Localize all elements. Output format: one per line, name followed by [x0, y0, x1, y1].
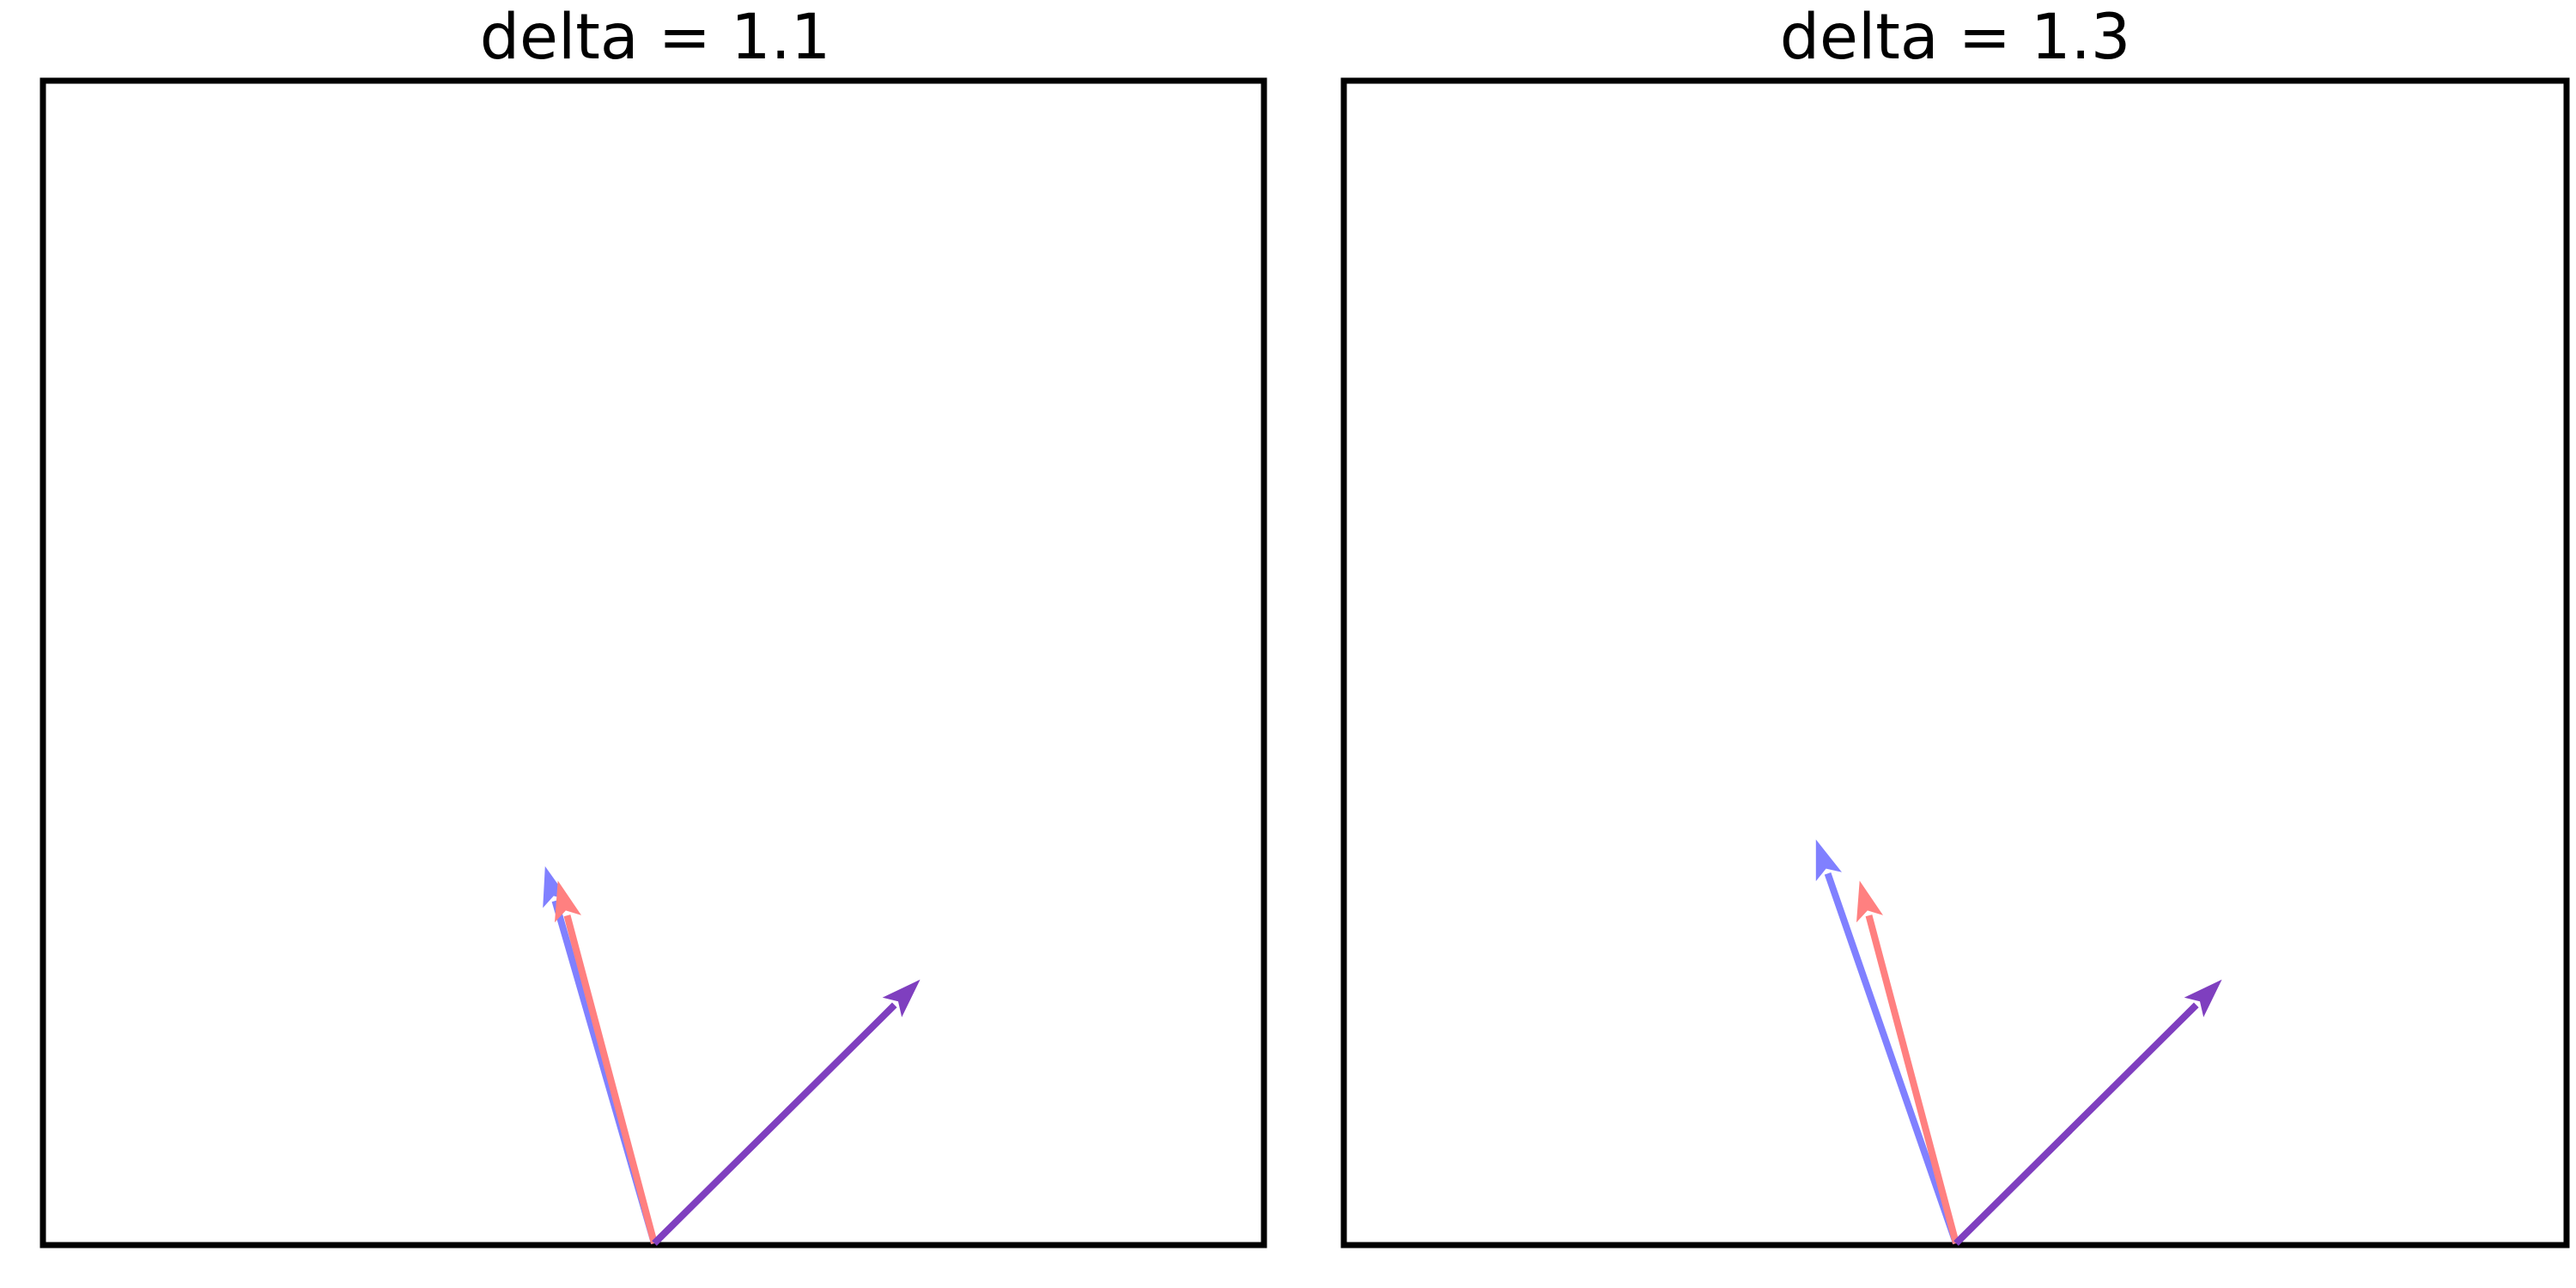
panel-2-purple-vector-shaft [1953, 1002, 2199, 1246]
panel-1-purple-vector-head [882, 979, 920, 1018]
panel-1: delta = 1.1 [39, 1, 1267, 1249]
panel-1-red-vector-head [555, 880, 581, 923]
panel-2-purple-vector-head [2184, 979, 2222, 1018]
panel-1-red-vector-shaft [563, 914, 658, 1245]
panel-2-blue-vector-shaft [1824, 872, 1959, 1245]
panel-1-vectors [543, 866, 920, 1246]
panel-2-title: delta = 1.3 [1780, 1, 2131, 74]
panel-1-frame [39, 77, 1267, 1249]
panel-1-title: delta = 1.1 [480, 1, 831, 74]
panel-2-frame [1340, 77, 2570, 1249]
panel-2-red-vector-head [1856, 880, 1883, 923]
panel-2-vectors [1815, 839, 2222, 1246]
panel-2-red-vector-shaft [1865, 914, 1959, 1245]
panel-1-purple-vector-shaft [652, 1002, 897, 1246]
panel-2-blue-vector-head [1815, 839, 1842, 882]
panel-2: delta = 1.3 [1340, 1, 2570, 1249]
